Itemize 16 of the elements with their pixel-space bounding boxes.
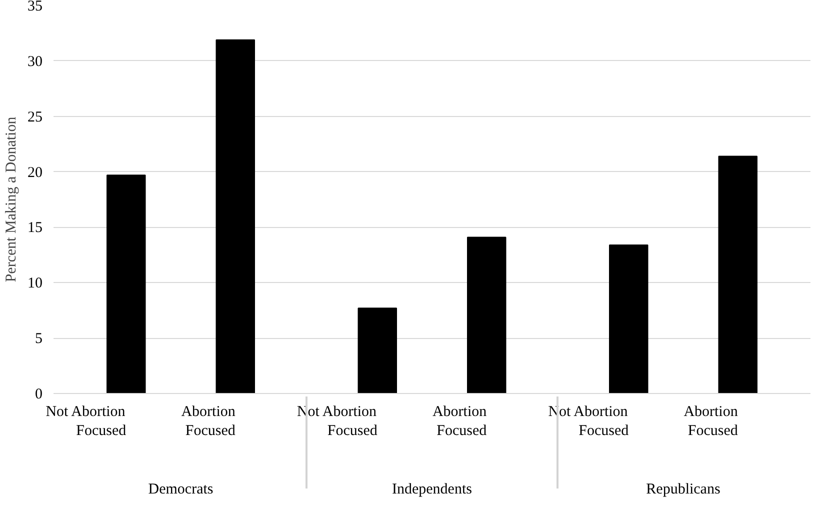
x-tick-label: Not Abortion Focused	[46, 404, 127, 440]
text: Independents	[392, 482, 472, 498]
y-tick-label: 35	[28, 0, 42, 14]
text: Democrats	[148, 482, 214, 498]
y-tick-label: 0	[35, 386, 42, 402]
text: Republicans	[646, 482, 720, 498]
y-tick-label: 20	[28, 164, 42, 181]
y-tick-label: 25	[28, 109, 42, 126]
x-tick-label: Abortion Focused	[181, 404, 236, 440]
y-tick-label: 10	[28, 276, 42, 292]
x-tick-label: Abortion Focused	[684, 404, 738, 440]
y-tick-label: 5	[35, 331, 42, 348]
y-tick-label: 30	[28, 54, 42, 70]
y-axis-title: Percent Making a Donation	[4, 116, 20, 282]
x-tick-label: Abortion Focused	[432, 404, 488, 440]
y-tick-label: 15	[28, 220, 42, 236]
